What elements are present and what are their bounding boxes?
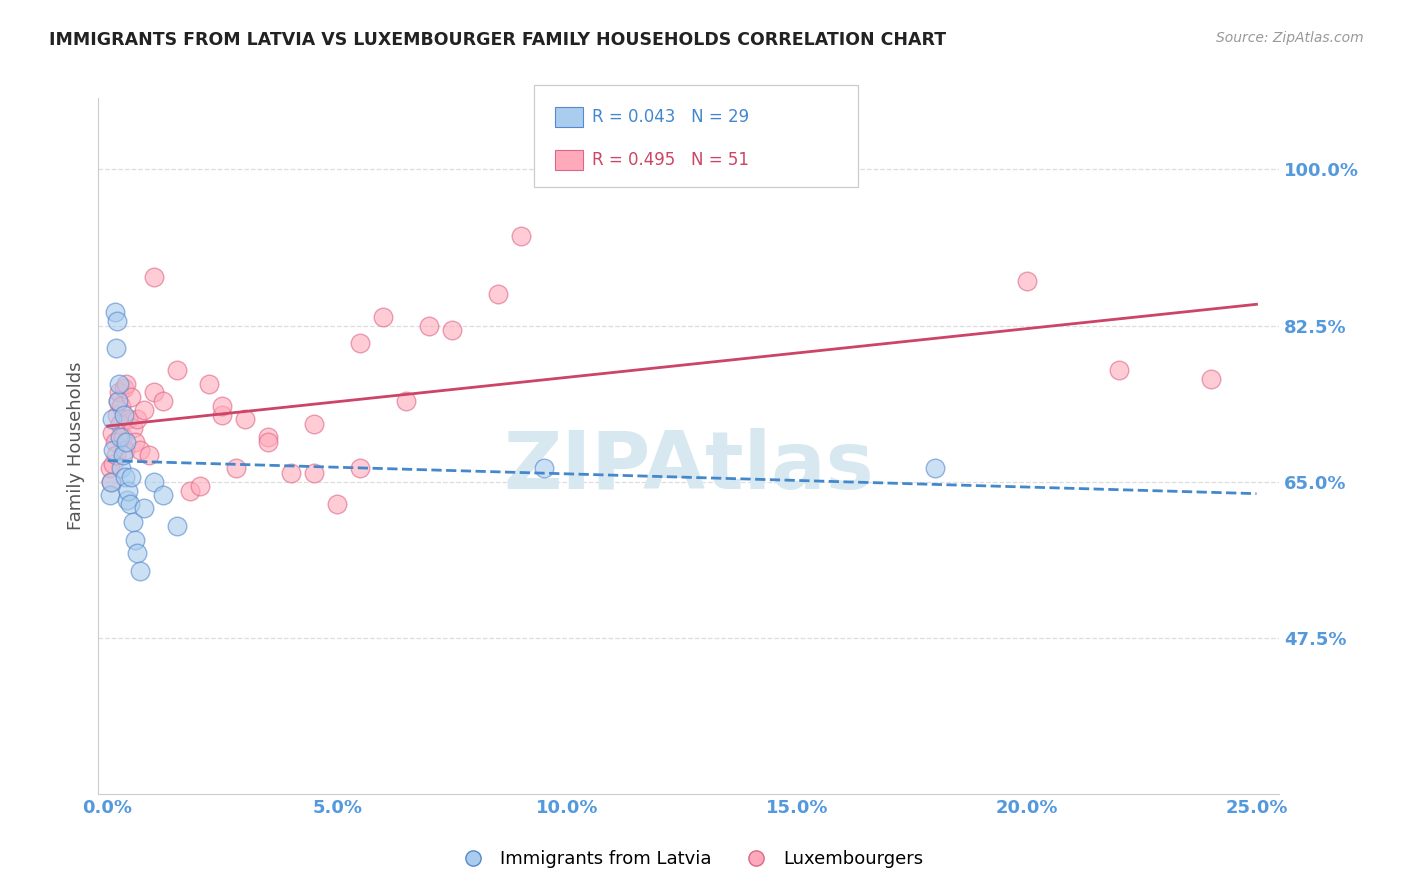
Point xyxy=(142,269,165,284)
Point xyxy=(1108,363,1130,377)
Point xyxy=(118,497,141,511)
Point xyxy=(142,475,165,489)
Point xyxy=(124,533,146,547)
Point xyxy=(1199,372,1222,386)
Point xyxy=(179,483,201,498)
Point xyxy=(110,417,132,431)
Point xyxy=(235,412,257,426)
Point xyxy=(104,448,127,462)
Point xyxy=(104,341,127,355)
Point xyxy=(166,363,188,377)
Point xyxy=(110,430,132,444)
Point xyxy=(110,399,132,413)
Point xyxy=(128,564,150,578)
Point xyxy=(110,461,132,475)
Point xyxy=(108,376,131,391)
Point xyxy=(108,385,131,400)
Point xyxy=(166,519,188,533)
Point xyxy=(112,381,135,395)
Point xyxy=(486,287,509,301)
Point xyxy=(127,412,149,426)
Point xyxy=(115,376,138,391)
Point xyxy=(349,336,371,351)
Point xyxy=(124,434,146,449)
Point xyxy=(117,483,139,498)
Point xyxy=(134,403,156,417)
Point xyxy=(225,461,247,475)
Point xyxy=(120,470,142,484)
Point xyxy=(115,492,138,507)
Text: IMMIGRANTS FROM LATVIA VS LUXEMBOURGER FAMILY HOUSEHOLDS CORRELATION CHART: IMMIGRANTS FROM LATVIA VS LUXEMBOURGER F… xyxy=(49,31,946,49)
Point xyxy=(280,466,302,480)
Point xyxy=(105,314,128,328)
Point xyxy=(105,408,128,422)
Point xyxy=(211,399,233,413)
Point xyxy=(304,417,326,431)
Point xyxy=(98,461,121,475)
Point xyxy=(101,457,124,471)
Point xyxy=(103,305,125,319)
Point xyxy=(924,461,946,475)
Point xyxy=(122,515,145,529)
Point xyxy=(100,475,122,489)
Point xyxy=(103,434,125,449)
Point xyxy=(112,408,135,422)
Point xyxy=(533,461,555,475)
Point xyxy=(152,394,174,409)
Point xyxy=(100,475,122,489)
Point xyxy=(122,421,145,435)
Point xyxy=(197,376,219,391)
Point xyxy=(120,390,142,404)
Point xyxy=(257,434,280,449)
Point xyxy=(115,434,138,449)
Point xyxy=(114,443,136,458)
Point xyxy=(107,394,129,409)
Point xyxy=(101,412,124,426)
Point xyxy=(373,310,395,324)
Point xyxy=(1015,274,1038,288)
Point xyxy=(117,412,139,426)
Point xyxy=(111,448,134,462)
Legend: Immigrants from Latvia, Luxembourgers: Immigrants from Latvia, Luxembourgers xyxy=(447,843,931,875)
Point xyxy=(138,448,160,462)
Text: ZIPAtlas: ZIPAtlas xyxy=(503,428,875,506)
Text: R = 0.495   N = 51: R = 0.495 N = 51 xyxy=(592,151,749,169)
Point xyxy=(101,443,124,458)
Point xyxy=(441,323,464,337)
Point xyxy=(98,488,121,502)
Point xyxy=(152,488,174,502)
Point xyxy=(510,229,533,244)
Point xyxy=(395,394,418,409)
Point xyxy=(211,408,233,422)
Point xyxy=(326,497,349,511)
Text: Source: ZipAtlas.com: Source: ZipAtlas.com xyxy=(1216,31,1364,45)
Text: R = 0.043   N = 29: R = 0.043 N = 29 xyxy=(592,108,749,126)
Point xyxy=(107,394,129,409)
Point xyxy=(101,425,124,440)
Point xyxy=(114,470,136,484)
Point xyxy=(349,461,371,475)
Point xyxy=(142,385,165,400)
Point xyxy=(134,501,156,516)
Point xyxy=(418,318,440,333)
Point xyxy=(304,466,326,480)
Point xyxy=(257,430,280,444)
Point xyxy=(111,430,134,444)
Y-axis label: Family Households: Family Households xyxy=(66,362,84,530)
Point xyxy=(128,443,150,458)
Point xyxy=(188,479,211,493)
Point xyxy=(127,546,149,560)
